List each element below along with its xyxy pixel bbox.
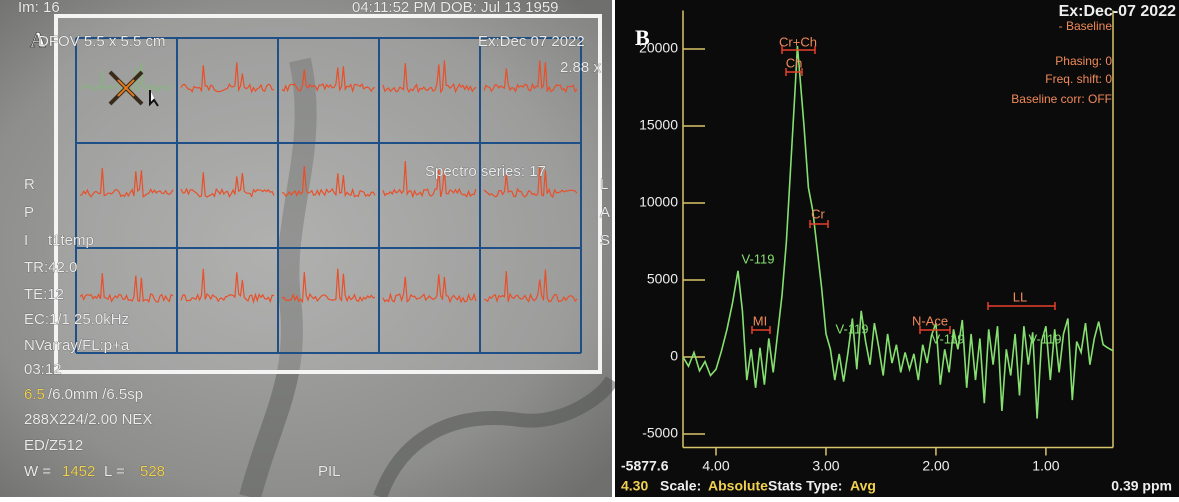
y-tick-label: 20000 [639, 40, 678, 56]
cell-spectrum [281, 66, 376, 94]
footer-text: Avg [850, 478, 876, 494]
panel-label: A [30, 27, 46, 52]
x-tick-label: 4.00 [702, 458, 729, 474]
cell-spectrum [79, 168, 174, 198]
cell-spectrum [382, 60, 477, 94]
header-text: - Baseline [1059, 19, 1113, 33]
panel-label: B [635, 25, 650, 50]
overlay-text: I [24, 232, 28, 249]
anatomy [373, 376, 618, 500]
y-tick-label: -5000 [642, 425, 678, 441]
peak-annotation: Ch [786, 55, 803, 70]
peak-annotation: N-Ace [912, 313, 948, 328]
peak-annotation: V-119 [1028, 331, 1061, 346]
peak-bracket [781, 46, 816, 54]
cell-spectrum [281, 268, 376, 304]
overlay-text: DFOV 5.5 x 5.5 cm [38, 33, 166, 50]
overlay-text: TR:42.0 [24, 259, 77, 276]
x-tick-label: 2.00 [922, 458, 949, 474]
overlay-text: 6.5 [24, 386, 45, 403]
peak-bracket [809, 220, 829, 228]
overlay-text: ED/Z512 [24, 437, 83, 454]
cursor-icon [117, 79, 135, 97]
y-tick-label: 15000 [639, 117, 678, 133]
header-text: Freq. shift: 0 [1045, 72, 1112, 86]
cell-spectrum [483, 269, 578, 303]
overlay-text: 528 [140, 463, 165, 480]
overlay-text: NVarray/FL:p+a [24, 337, 130, 354]
spectrum-line [682, 45, 1114, 419]
cell-spectrum [281, 165, 376, 198]
peak-bracket [751, 326, 771, 334]
overlay-text: Ex:Dec 07 2022 [478, 33, 585, 50]
peak-bracket [987, 302, 1056, 310]
peak-annotation: V-119 [835, 321, 868, 336]
header-text: Phasing: 0 [1055, 54, 1112, 68]
cell-spectrum [79, 273, 174, 304]
peak-annotation: LL [1013, 289, 1027, 304]
peak-annotation: Cr [811, 206, 825, 221]
panel-a: A Im: 16 04:11:52 PM DOB: Jul 13 1959 DFOV… [0, 0, 618, 500]
overlay-text: /6.0mm /6.5sp [48, 386, 143, 403]
peak-bracket [785, 68, 803, 76]
spectrum-background [615, 0, 1179, 497]
overlay-text: 04:11:52 PM DOB: Jul 13 1959 [352, 0, 559, 16]
overlay-text: Spectro series: 17 [425, 163, 546, 180]
cell-spectrum [180, 62, 275, 94]
overlay-text: W = [24, 463, 51, 480]
y-min-label: -5877.6 [621, 458, 669, 474]
cell-spectrum [180, 172, 275, 199]
overlay-text: t1temp [48, 232, 94, 249]
header-text: Ex:Dec-07 2022 [1059, 3, 1177, 20]
x-tick-label: 1.00 [1032, 458, 1059, 474]
cell-spectrum [483, 165, 578, 198]
x-start-label: 4.30 [621, 478, 648, 494]
peak-bracket [919, 326, 951, 334]
y-tick-label: 0 [670, 348, 678, 364]
overlay-text: R [24, 176, 35, 193]
overlay-text: P [24, 204, 34, 221]
cell-spectrum [382, 274, 477, 304]
peak-annotation: MI [753, 313, 767, 328]
overlay-text: 1452 [62, 463, 95, 480]
cell-spectrum [483, 60, 578, 94]
cell-spectrum [382, 161, 477, 199]
footer-text: Scale: [660, 478, 701, 494]
y-tick-label: 10000 [639, 194, 678, 210]
header-text: Baseline corr: OFF [1011, 92, 1112, 106]
overlay-text: 2.88 x [560, 59, 601, 76]
overlay-text: EC:1/1 25.0kHz [24, 311, 129, 328]
peak-annotation: Cr+Ch [779, 34, 817, 49]
overlay-text: PIL [318, 463, 341, 480]
overlay-text: TE:12 [24, 286, 64, 303]
overlay-text: 288X224/2.00 NEX [24, 411, 152, 428]
x-end-label: 0.39 ppm [1111, 478, 1172, 494]
x-tick-label: 3.00 [812, 458, 839, 474]
overlay-text: L [600, 176, 608, 193]
peak-annotation: V-119 [931, 331, 964, 346]
voi-frame [54, 14, 602, 374]
cell-spectrum [180, 268, 275, 305]
y-tick-label: 5000 [647, 271, 678, 287]
overlay-text: S [600, 232, 610, 249]
footer-text: Stats Type: [768, 478, 842, 494]
overlay-text: L = [104, 463, 125, 480]
pointer-icon [149, 90, 159, 107]
footer-text: Absolute [708, 478, 768, 494]
overlay-text: Im: 16 [18, 0, 60, 16]
peak-annotation: V-119 [741, 251, 774, 266]
overlay-text: 03:12 [24, 361, 62, 378]
panel-b: B -5000 0 5000 10000 15000 20000 4.00 3.00 2.00 1… [615, 0, 1179, 497]
overlay-text: A [600, 204, 610, 221]
cell-spectrum [79, 62, 174, 94]
